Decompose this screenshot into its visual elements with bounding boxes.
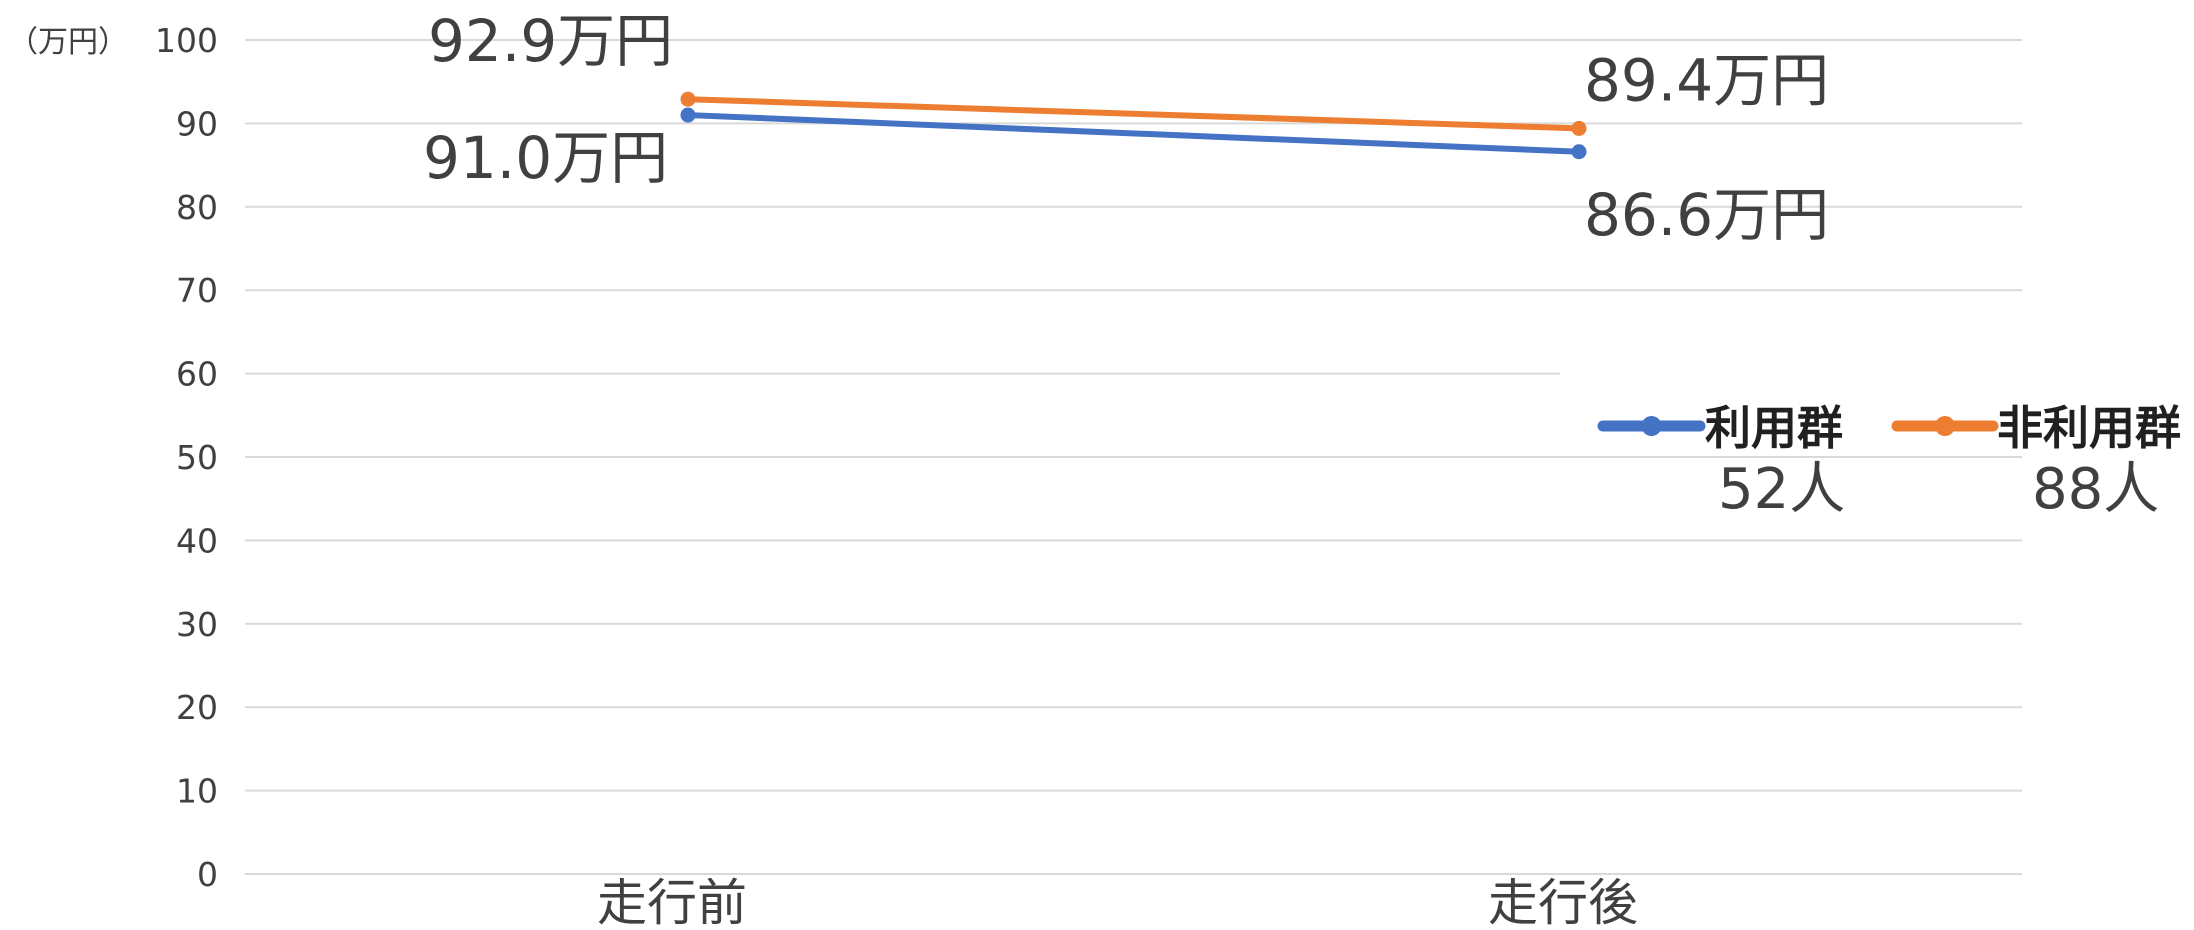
legend-count-label-1: 88人 <box>2032 457 2159 522</box>
y-tick-label-70: 70 <box>176 271 218 310</box>
data-labels: 91.0万円 86.6万円 92.9万円 89.4万円 <box>423 7 1829 249</box>
y-axis-tick-labels: 0 10 20 30 40 50 60 70 80 90 100 <box>155 21 218 894</box>
data-point-0-1 <box>1571 144 1587 160</box>
x-category-label-0: 走行前 <box>597 874 747 930</box>
x-axis-category-labels: 走行前 走行後 <box>597 874 1638 930</box>
data-point-0-0 <box>680 107 696 123</box>
series-lines <box>680 91 1587 160</box>
y-tick-label-30: 30 <box>176 605 218 644</box>
data-point-1-0 <box>680 91 696 107</box>
data-label-1-1: 89.4万円 <box>1584 46 1829 114</box>
y-tick-label-90: 90 <box>176 104 218 143</box>
legend-series-name-0: 利用群 <box>1705 401 1843 455</box>
y-tick-label-60: 60 <box>176 355 218 394</box>
data-label-0-1: 86.6万円 <box>1584 181 1829 249</box>
data-label-1-0: 92.9万円 <box>428 7 673 75</box>
series-line-1 <box>687 96 1580 132</box>
series-line-0 <box>687 112 1580 155</box>
data-point-1-1 <box>1571 120 1587 136</box>
y-axis-unit-label: （万円） <box>8 25 128 60</box>
y-tick-label-20: 20 <box>176 688 218 727</box>
data-label-0-0: 91.0万円 <box>423 124 668 192</box>
legend-swatch-marker-1 <box>1935 416 1955 436</box>
y-tick-label-100: 100 <box>155 21 218 60</box>
y-tick-label-40: 40 <box>176 521 218 560</box>
y-tick-label-10: 10 <box>176 772 218 811</box>
x-category-label-1: 走行後 <box>1488 874 1638 930</box>
legend-series-name-1: 非利用群 <box>1997 401 2181 455</box>
legend-swatch-marker-0 <box>1641 416 1662 436</box>
legend-count-label-0: 52人 <box>1718 457 1845 522</box>
y-tick-label-80: 80 <box>176 188 218 227</box>
y-tick-label-0: 0 <box>197 855 218 894</box>
gridlines <box>245 39 2022 875</box>
y-tick-label-50: 50 <box>176 438 218 477</box>
